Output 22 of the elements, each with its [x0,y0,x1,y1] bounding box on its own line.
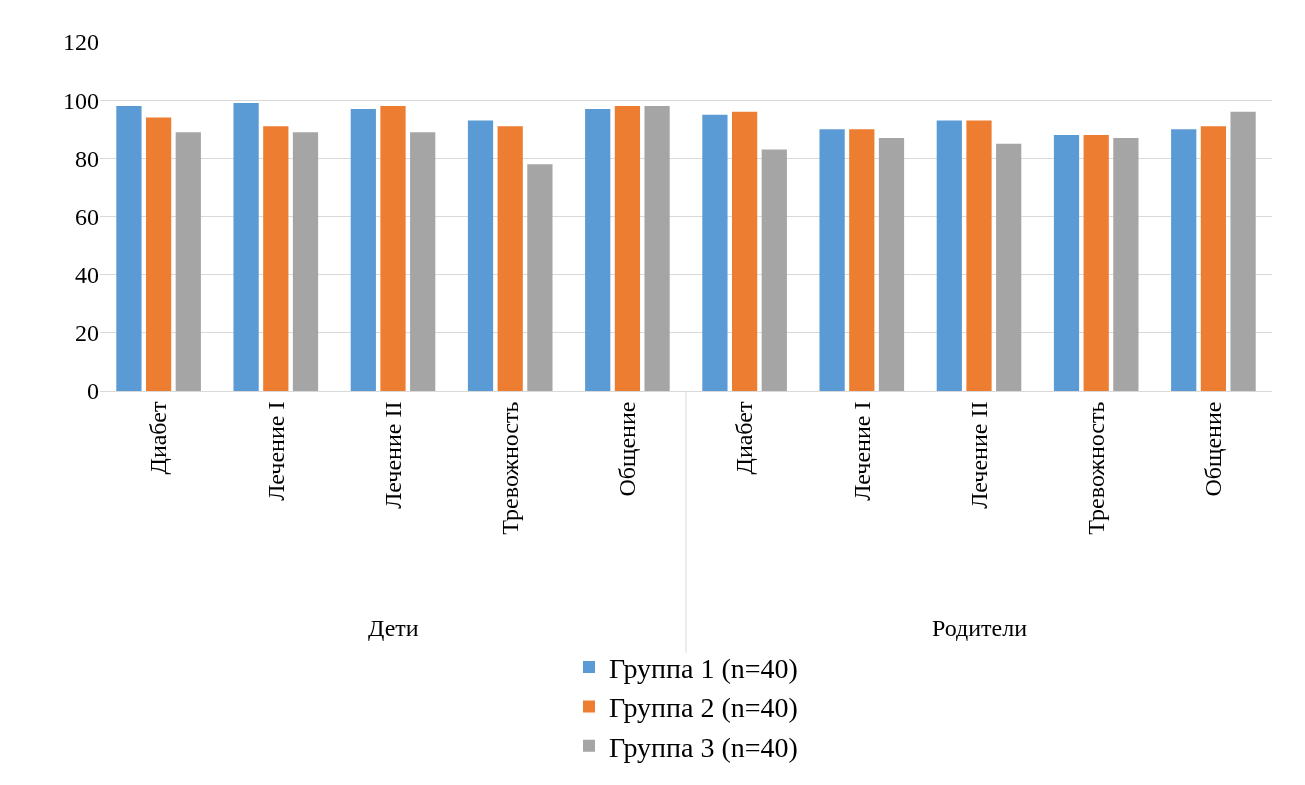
y-tick-label: 20 [75,320,99,347]
x-tick-label: Диабет [731,401,758,475]
x-tick-label: Лечение II [379,401,406,509]
x-tick-label: Лечение II [965,401,992,509]
legend-label: Группа 2 (n=40) [609,692,798,724]
text: Дети [368,615,419,641]
y-tick-label: 60 [75,203,99,230]
y-tick-label: 120 [63,29,99,56]
legend-label: Группа 1 (n=40) [609,652,798,684]
x-tick-label: Тревожность [1083,401,1109,535]
text: Родители [932,615,1028,641]
x-tick-label: Лечение I [262,401,289,501]
y-tick-label: 100 [63,87,99,114]
x-tick-label: Общение [1200,401,1227,497]
y-tick-label: 80 [75,145,99,172]
x-tick-label: Тревожность [497,401,523,535]
legend-label: Группа 3 (n=40) [609,731,798,763]
x-tick-label: Общение [614,401,641,497]
y-tick-label: 40 [75,262,99,289]
x-tick-label: Диабет [145,401,172,475]
x-tick-label: Лечение I [848,401,875,501]
y-tick-label: 0 [87,378,99,405]
